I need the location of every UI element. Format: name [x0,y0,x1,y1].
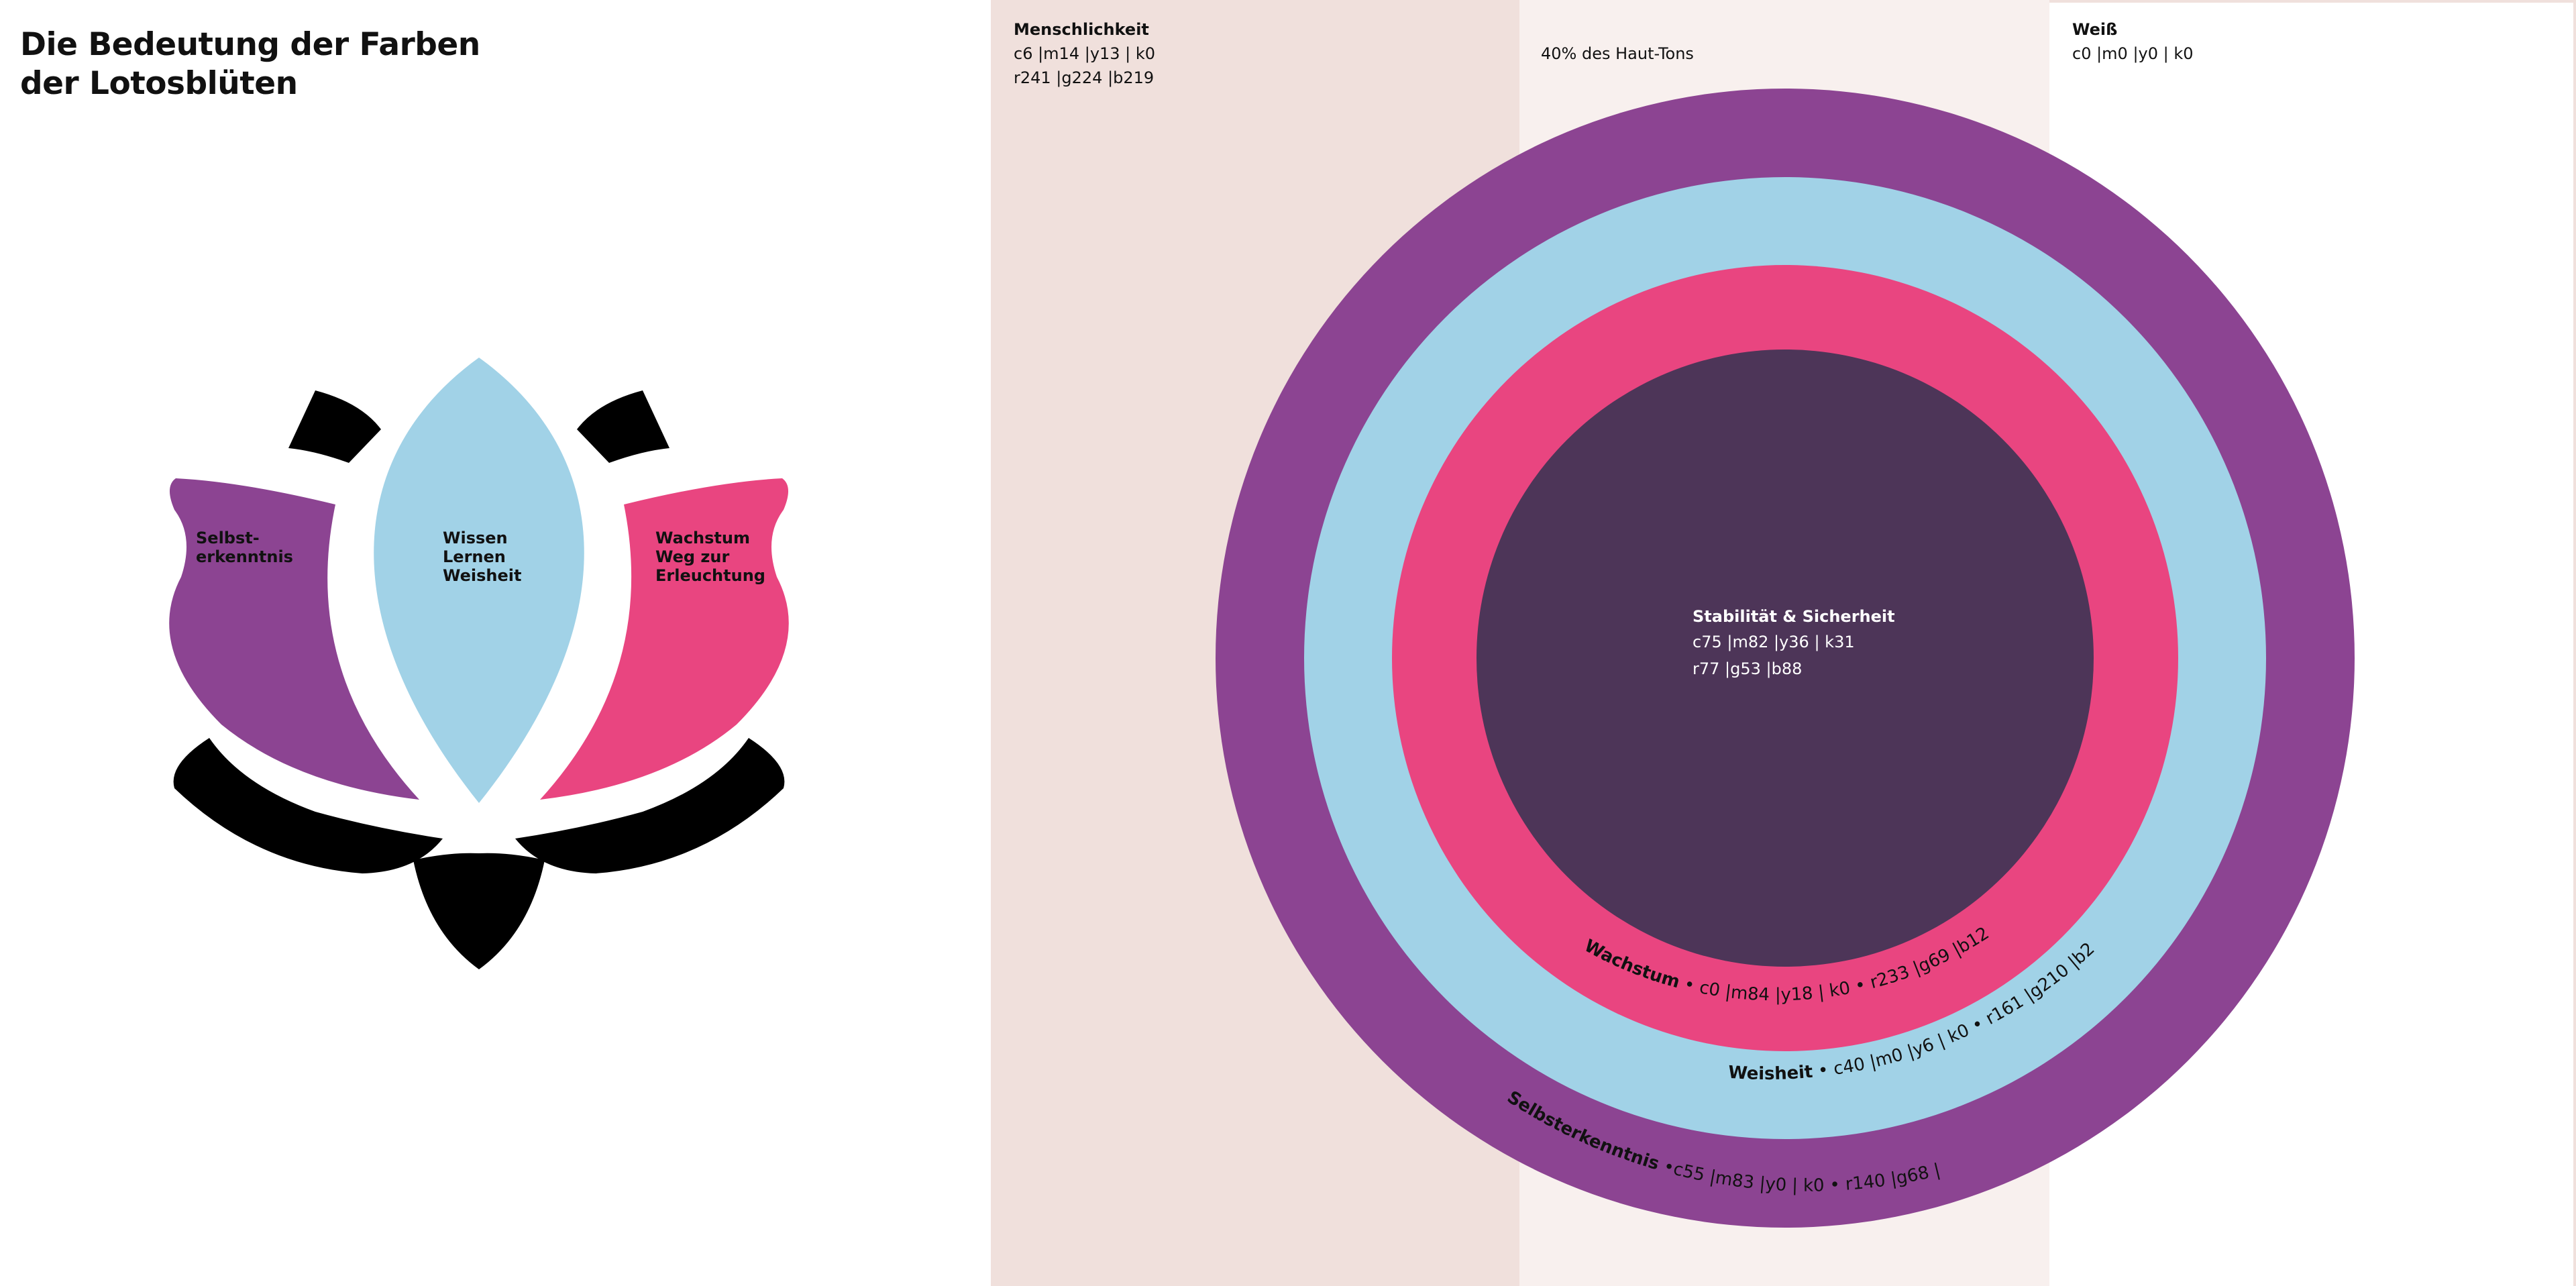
blue-ring-name: Weisheit [1727,1062,1813,1084]
right-petal-line-2: Weg zur [655,547,730,566]
purple-ring-sep-2: • [1824,1175,1846,1195]
weiss-label: Weiß c0 |m0 |y0 | k0 [2072,17,2194,66]
petal-top-right-black [577,390,669,463]
menschlichkeit-label: Menschlichkeit c6 |m14 |y13 | k0 r241 |g… [1014,17,1155,90]
haut-40-label: 40% des Haut-Tons [1541,42,1694,66]
right-petal-line-3: Erleuchtung [655,566,765,585]
color-rings [1216,89,2355,1228]
page-title: Die Bedeutung der Farben der Lotosblüten [20,25,624,103]
petal-left-purple [169,478,420,800]
weiss-cmyk: c0 |m0 |y0 | k0 [2072,44,2194,63]
right-petal-line-1: Wachstum [655,529,750,547]
center-petal-label: Wissen Lernen Weisheit [443,529,521,585]
weiss-name: Weiß [2072,20,2118,39]
title-line-2: der Lotosblüten [20,65,298,102]
blue-ring-sep-1: • [1812,1059,1835,1082]
left-petal-line-1: Selbst- [196,529,260,547]
petal-right-pink [540,478,789,800]
petal-top-left-black [288,390,381,463]
leaf-bottom-left-black [173,738,443,873]
right-petal-label: Wachstum Weg zur Erleuchtung [655,529,765,585]
center-ring-rgb: r77 |g53 |b88 [1693,659,1802,678]
lotus-logo [169,358,789,969]
menschlichkeit-name: Menschlichkeit [1014,20,1149,39]
left-petal-line-2: erkenntnis [196,547,293,566]
haut-40-name: 40% des Haut-Tons [1541,44,1694,63]
center-petal-line-1: Wissen [443,529,508,547]
left-petal-label: Selbst- erkenntnis [196,529,293,566]
menschlichkeit-cmyk: c6 |m14 |y13 | k0 [1014,44,1156,63]
pink-ring-sep-2: • [1848,973,1873,998]
center-ring-label: Stabilität & Sicherheit c75 |m82 |y36 | … [1693,607,1895,678]
pink-ring-sep-1: • [1676,973,1701,997]
center-petal-line-2: Lernen [443,547,506,566]
leaf-bottom-right-black [515,738,785,873]
title-line-1: Die Bedeutung der Farben [20,26,480,63]
menschlichkeit-rgb: r241 |g224 |b219 [1014,68,1155,87]
center-ring-cmyk: c75 |m82 |y36 | k31 [1693,633,1855,651]
leaf-bottom-center-black [413,853,545,969]
center-petal-line-3: Weisheit [443,566,522,585]
ring-center-dark [1477,350,2094,967]
center-ring-name: Stabilität & Sicherheit [1693,607,1895,626]
petal-center-blue [374,358,584,803]
